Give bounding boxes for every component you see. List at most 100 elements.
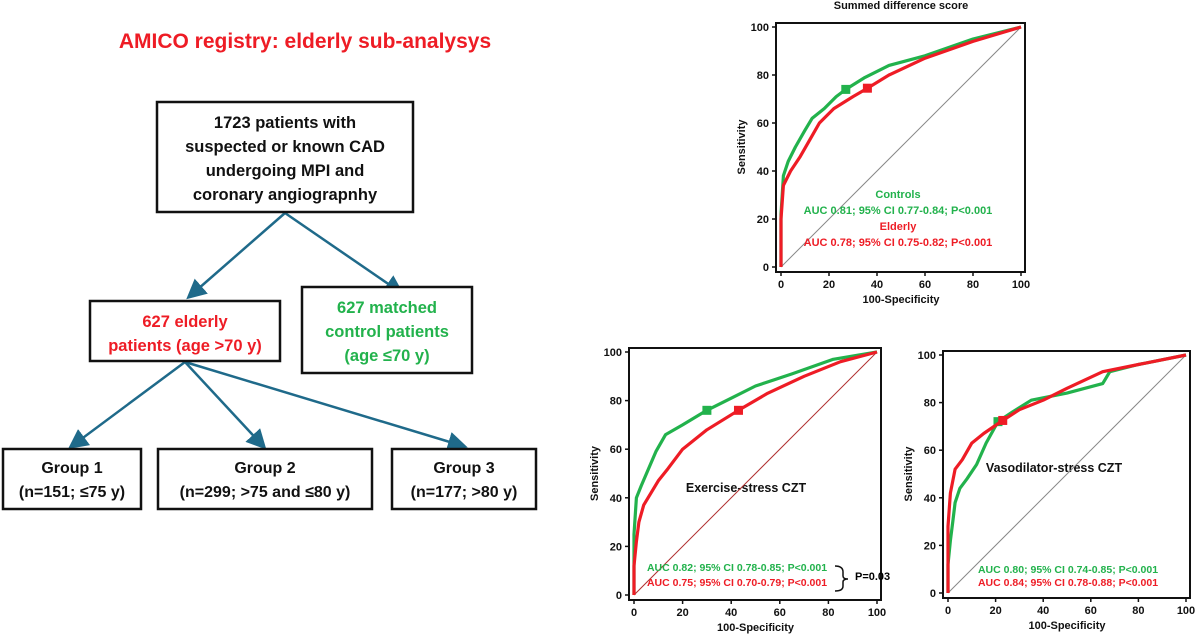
cutoff-marker-elderly [998, 415, 1008, 425]
y-tick-label: 60 [757, 118, 769, 130]
y-tick-label: 100 [604, 347, 622, 359]
group-name: Group 2 [234, 460, 295, 477]
y-tick-label: 80 [757, 70, 769, 82]
y-tick-label: 80 [924, 398, 936, 410]
auc-annotation: AUC 0.78; 95% CI 0.75-0.82; P<0.001 [804, 237, 993, 249]
root-box: 1723 patients with suspected or known CA… [155, 100, 415, 214]
x-axis-label: 100-Specificity [717, 622, 795, 634]
y-axis-label: Sensitivity [736, 119, 748, 175]
roc-curve-elderly [632, 350, 878, 595]
flow-arrows [67, 211, 468, 452]
arrow-root-to-controls [284, 211, 405, 295]
elderly-line: patients (age >70 y) [108, 337, 262, 355]
comparison-brace [834, 565, 849, 592]
cutoff-marker-controls [993, 417, 1003, 427]
reference-diagonal [780, 26, 1022, 268]
x-tick-label: 0 [778, 279, 784, 291]
roc-curve-controls [632, 350, 878, 595]
roc-curve-elderly [946, 353, 1187, 593]
x-tick-label: 60 [1085, 605, 1097, 617]
auc-annotation: AUC 0.84; 95% CI 0.78-0.88; P<0.001 [978, 577, 1158, 589]
y-tick-label: 40 [924, 493, 936, 505]
x-tick-label: 80 [967, 279, 979, 291]
root-line: suspected or known CAD [185, 138, 385, 156]
y-axis-label: Sensitivity [589, 445, 601, 501]
x-tick-label: 60 [919, 279, 931, 291]
cutoff-marker-elderly [733, 405, 743, 415]
group-name: Group 1 [41, 460, 102, 477]
y-tick-label: 100 [918, 350, 936, 362]
roc-curve-controls [779, 25, 1022, 267]
reference-diagonal [633, 351, 878, 596]
auc-annotation: AUC 0.80; 95% CI 0.74-0.85; P<0.001 [978, 564, 1158, 576]
cutoff-marker-elderly [862, 83, 872, 93]
y-tick-label: 0 [930, 588, 936, 600]
flowchart: AMICO registry: elderly sub-analysys 172… [1, 30, 538, 511]
roc-chart-exercise-stress: 0 20 40 60 80 100 0 20 40 60 80 100 100-Specificity S… [589, 347, 890, 634]
roc-chart-vasodilator-stress: 0 20 40 60 80 100 0 20 40 60 80 100 100-Specificity S… [903, 350, 1195, 632]
arrow-to-group1 [67, 360, 186, 449]
auc-annotation: AUC 0.82; 95% CI 0.78-0.85; P<0.001 [647, 562, 827, 574]
group-detail: (n=177; >80 y) [411, 484, 518, 501]
x-axis-label: 100-Specificity [862, 294, 940, 306]
p-value-label: P=0.03 [855, 571, 890, 583]
auc-annotation: AUC 0.75; 95% CI 0.70-0.79; P<0.001 [647, 577, 827, 589]
group-1-box: Group 1 (n=151; ≤75 y) [1, 447, 143, 511]
root-line: coronary angiograpnhy [193, 186, 378, 204]
group-name: Group 3 [433, 460, 494, 477]
y-tick-label: 40 [610, 493, 622, 505]
y-tick-label: 100 [751, 22, 769, 34]
y-tick-label: 60 [610, 444, 622, 456]
x-tick-label: 100 [868, 607, 886, 619]
x-tick-label: 60 [774, 607, 786, 619]
x-tick-label: 20 [823, 279, 835, 291]
chart-title: Exercise-stress CZT [686, 481, 807, 495]
auc-annotation: AUC 0.81; 95% CI 0.77-0.84; P<0.001 [804, 205, 993, 217]
y-tick-label: 20 [924, 540, 936, 552]
x-tick-label: 20 [989, 605, 1001, 617]
auc-annotation: Elderly [880, 221, 918, 233]
x-tick-label: 0 [945, 605, 951, 617]
root-line: 1723 patients with [214, 114, 356, 132]
group-detail: (n=299; >75 and ≤80 y) [180, 484, 351, 501]
chart-title: Vasodilator-stress CZT [986, 461, 1123, 475]
x-tick-label: 20 [676, 607, 688, 619]
cutoff-marker-controls [702, 405, 712, 415]
arrow-to-group2 [184, 361, 267, 450]
x-tick-label: 40 [725, 607, 737, 619]
group-2-box: Group 2 (n=299; >75 and ≤80 y) [156, 447, 374, 511]
y-tick-label: 60 [924, 445, 936, 457]
y-tick-label: 80 [610, 396, 622, 408]
x-tick-label: 0 [631, 607, 637, 619]
controls-box: 627 matched control patients (age ≤70 y) [300, 285, 474, 375]
roc-curve-controls [946, 353, 1187, 593]
controls-line: 627 matched [337, 299, 437, 317]
plot-frame [775, 22, 1026, 273]
x-axis-label: 100-Specificity [1028, 620, 1106, 632]
arrow-to-group3 [184, 360, 468, 452]
x-tick-label: 80 [822, 607, 834, 619]
auc-annotation: Controls [875, 189, 920, 201]
controls-line: control patients [325, 323, 449, 341]
x-tick-label: 40 [1037, 605, 1049, 617]
y-tick-label: 40 [757, 166, 769, 178]
x-tick-label: 100 [1177, 605, 1195, 617]
roc-chart-summed-difference-score: 0 20 40 60 80 100 0 20 40 60 80 100 100-Specificity S… [736, 0, 1030, 306]
y-tick-label: 20 [610, 541, 622, 553]
elderly-box: 627 elderly patients (age >70 y) [88, 299, 282, 363]
plot-frame [942, 350, 1191, 599]
x-tick-label: 100 [1012, 279, 1030, 291]
group-3-box: Group 3 (n=177; >80 y) [390, 447, 538, 511]
reference-diagonal [947, 354, 1187, 594]
cutoff-marker-controls [841, 84, 851, 94]
elderly-line: 627 elderly [142, 313, 228, 331]
flowchart-title: AMICO registry: elderly sub-analysys [119, 30, 491, 53]
roc-curve-elderly [779, 25, 1022, 267]
plot-frame [628, 347, 882, 601]
controls-line: (age ≤70 y) [344, 347, 429, 365]
y-tick-label: 0 [616, 590, 622, 602]
arrow-root-to-elderly [186, 212, 286, 300]
root-line: undergoing MPI and [206, 162, 365, 180]
chart-title: Summed difference score [834, 0, 969, 12]
